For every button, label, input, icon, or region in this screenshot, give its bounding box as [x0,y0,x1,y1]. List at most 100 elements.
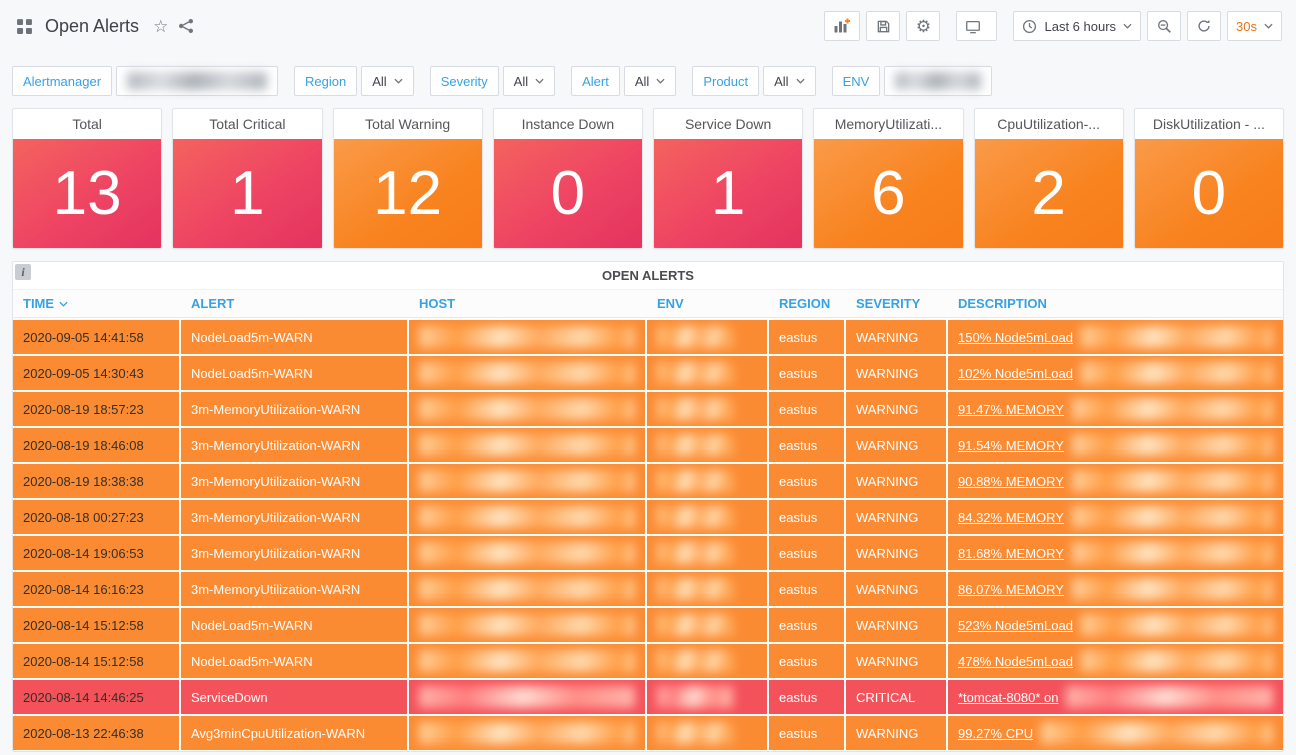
stat-panel-body: 6 [814,139,963,248]
redacted-description-tail [1071,434,1273,456]
cell-host [409,716,645,750]
add-panel-button[interactable] [824,11,861,41]
redacted-host [419,506,635,528]
stat-panel-title[interactable]: Instance Down [521,116,615,132]
redacted-host [419,650,635,672]
cell-time: 2020-09-05 14:30:43 [13,356,179,390]
description-link[interactable]: *tomcat-8080* on [958,689,1059,705]
description-link[interactable]: 99.27% CPU [958,725,1034,741]
stat-panel-title[interactable]: DiskUtilization - ... [1152,116,1265,132]
filter-label-product: Product [692,66,760,96]
time-range-picker[interactable]: Last 6 hours [1013,11,1142,41]
stat-panel-body: 0 [493,139,642,248]
cell-time: 2020-08-14 15:12:58 [13,644,179,678]
stat-panel: CpuUtilization-... 2 [973,108,1124,249]
stat-value: 2 [1031,158,1066,228]
open-alerts-panel-title[interactable]: OPEN ALERTS [13,262,1283,290]
save-dashboard-button[interactable] [866,11,901,41]
filter-value-alert[interactable]: All [623,66,677,96]
dashboard-title[interactable]: Open Alerts [45,15,140,36]
star-icon[interactable]: ☆ [153,16,169,36]
table-row: 2020-09-05 14:30:43 NodeLoad5m-WARN east… [13,356,1283,390]
description-link[interactable]: 84.32% MEMORY [958,509,1064,525]
refresh-button[interactable] [1187,11,1222,41]
stat-value: 1 [710,158,746,228]
panel-info-icon[interactable]: i [15,264,31,280]
stat-panel-body: 2 [974,139,1123,248]
cell-severity: WARNING [846,464,946,498]
stat-panel-title[interactable]: Total [72,116,102,132]
description-link[interactable]: 86.07% MEMORY [958,581,1064,597]
column-header-alert[interactable]: ALERT [191,296,235,311]
filter-group-alert: Alert All [571,66,677,96]
stat-panel: Total Warning 12 [332,108,483,249]
chevron-down-icon [535,78,544,84]
column-header-time[interactable]: TIME [13,290,179,317]
cell-region: eastus [769,644,844,678]
share-icon[interactable] [178,18,194,34]
table-row: 2020-08-14 15:12:58 NodeLoad5m-WARN east… [13,608,1283,642]
cell-time: 2020-08-19 18:57:23 [13,392,179,426]
description-link[interactable]: 523% Node5mLoad [958,617,1073,633]
filter-value-region[interactable]: All [361,66,414,96]
column-header-region[interactable]: REGION [779,296,831,311]
filter-value-product[interactable]: All [763,66,816,96]
stat-panel-title[interactable]: Service Down [684,116,772,132]
cell-description: 81.68% MEMORY [948,536,1283,570]
column-header-severity[interactable]: SEVERITY [856,296,921,311]
redacted-description-tail [1066,686,1273,708]
stat-panel: MemoryUtilizati... 6 [813,108,964,249]
cell-alert: 3m-MemoryUtilization-WARN [181,428,407,462]
cell-host [409,680,645,714]
dashboard-settings-button[interactable]: ⚙ [906,11,941,41]
filter-value-env[interactable] [884,66,993,96]
redacted-host [419,398,635,420]
cell-severity: CRITICAL [846,680,946,714]
filter-value-severity[interactable]: All [502,66,556,96]
table-row: 2020-08-19 18:38:38 3m-MemoryUtilization… [13,464,1283,498]
cell-severity: WARNING [846,356,946,390]
apps-icon[interactable] [16,18,33,35]
cell-severity: WARNING [846,536,946,570]
redacted-description-tail [1080,614,1273,636]
stat-panel-body: 12 [333,139,482,248]
cell-time: 2020-08-14 14:46:25 [13,680,179,714]
redacted-description-tail [1080,650,1273,672]
filter-label-alertmanager: Alertmanager [12,66,113,96]
cell-time: 2020-08-14 19:06:53 [13,536,179,570]
column-header-host[interactable]: HOST [419,296,456,311]
cell-env [647,680,767,714]
cell-time: 2020-08-14 16:16:23 [13,572,179,606]
stat-panel: Service Down 1 [653,108,804,249]
stat-panel-title[interactable]: CpuUtilization-... [997,116,1100,132]
column-header-description[interactable]: DESCRIPTION [958,296,1047,311]
refresh-interval-picker[interactable]: 30s [1227,11,1282,41]
stat-panel-title[interactable]: Total Warning [365,116,451,132]
redacted-host [419,614,635,636]
description-link[interactable]: 81.68% MEMORY [958,545,1064,561]
cell-alert: NodeLoad5m-WARN [181,356,407,390]
filter-group-alertmanager: Alertmanager [12,66,279,96]
description-link[interactable]: 91.47% MEMORY [958,401,1064,417]
stat-panel-title[interactable]: MemoryUtilizati... [834,116,943,132]
description-link[interactable]: 478% Node5mLoad [958,653,1073,669]
cell-region: eastus [769,392,844,426]
cycle-view-button[interactable] [956,11,998,41]
stat-panel-title[interactable]: Total Critical [209,116,286,132]
cell-host [409,428,645,462]
filter-value-alertmanager[interactable] [116,66,279,96]
cell-alert: ServiceDown [181,680,407,714]
redacted-value [895,72,982,90]
description-link[interactable]: 150% Node5mLoad [958,329,1073,345]
description-link[interactable]: 91.54% MEMORY [958,437,1064,453]
description-link[interactable]: 90.88% MEMORY [958,473,1064,489]
redacted-env [657,398,733,420]
filter-label-env: ENV [831,66,881,96]
redacted-env [657,470,733,492]
cell-host [409,320,645,354]
zoom-out-button[interactable] [1147,11,1182,41]
stat-value: 6 [871,158,906,228]
description-link[interactable]: 102% Node5mLoad [958,365,1073,381]
column-header-env[interactable]: ENV [657,296,684,311]
stat-panel-body: 0 [1134,139,1283,248]
